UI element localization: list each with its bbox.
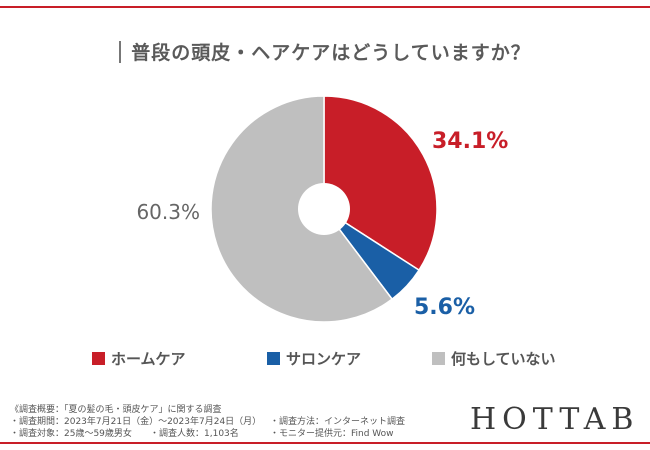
donut-hole [298,183,350,235]
notes-period: ・調査期間：2023年7月21日（金）〜2023年7月24日（月） [10,417,262,427]
notes-target: ・調査対象：25歳〜59歳男女 [10,429,132,439]
legend-swatch-salon-care [267,352,280,365]
notes-count: ・調査人数：1,103名 [150,429,239,439]
data-label-salon-care: 5.6% [414,295,475,320]
chart-title-wrap: 普段の頭皮・ヘアケアはどうしていますか？ [0,38,650,65]
top-rule [0,6,650,8]
chart-title: 普段の頭皮・ヘアケアはどうしていますか？ [131,42,531,64]
legend: ホームケア サロンケア 何もしていない [0,348,650,372]
legend-label-nothing: 何もしていない [451,350,556,368]
legend-swatch-home-care [92,352,105,365]
notes-method: ・調査方法：インターネット調査 [270,417,406,427]
legend-swatch-nothing [432,352,445,365]
bottom-rule [0,442,650,444]
legend-item-nothing: 何もしていない [432,348,556,369]
legend-label-salon-care: サロンケア [286,350,362,368]
legend-label-home-care: ホームケア [111,350,186,368]
data-label-home-care: 34.1% [432,129,508,154]
brand-logo: HOTTAB [470,402,640,437]
notes-provider: ・モニター提供元：Find Wow [270,429,394,439]
notes-line-1: 《調査概要：「夏の髪の毛・頭皮ケア」に関する調査 [10,405,222,415]
legend-item-home-care: ホームケア [92,348,186,369]
data-label-nothing: 60.3% [136,200,200,224]
title-bar [119,41,122,63]
legend-item-salon-care: サロンケア [267,348,361,369]
